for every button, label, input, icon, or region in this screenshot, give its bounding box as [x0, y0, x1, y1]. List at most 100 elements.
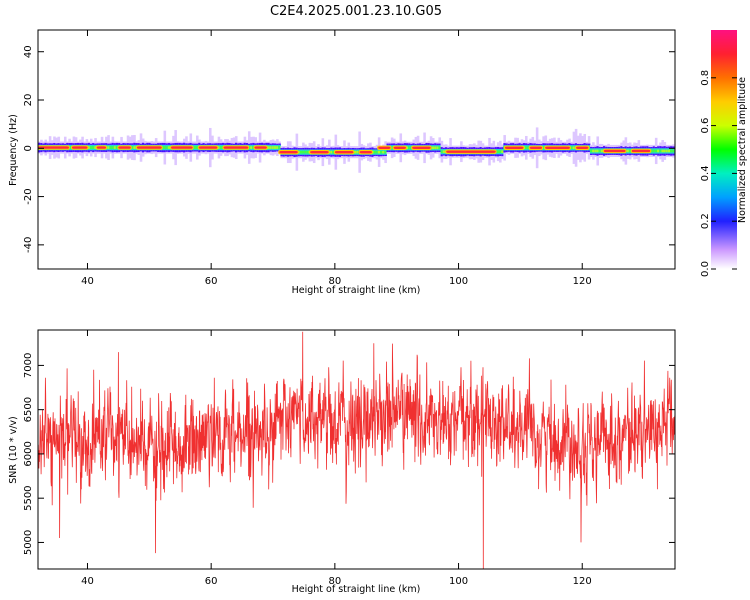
- colorbar-tick-label: 0.6: [700, 118, 711, 134]
- heatmap-peak: [310, 150, 329, 154]
- y-tick-label: 0: [23, 145, 34, 151]
- y-tick-label: -40: [23, 237, 34, 253]
- heatmap-cell-green: [384, 150, 387, 154]
- heatmap-peak: [412, 146, 431, 150]
- heatmap-cell-green: [596, 149, 600, 153]
- heatmap-cell-green: [440, 150, 444, 154]
- heatmap-cell-green: [667, 149, 671, 153]
- y-tick-label: 6000: [23, 441, 34, 466]
- heatmap-cell-green: [107, 146, 110, 149]
- heatmap-cell-green: [111, 146, 115, 149]
- heatmap-cell-green: [89, 146, 93, 149]
- heatmap-peak: [378, 146, 391, 150]
- heatmap-cell-green: [302, 150, 305, 154]
- heatmap-peak: [118, 146, 131, 149]
- heatmap-cell-green: [299, 150, 303, 154]
- heatmap-cell-green: [527, 146, 530, 150]
- heatmap-peak: [198, 146, 218, 149]
- heatmap-cell-green: [250, 146, 253, 149]
- heatmap-cell-green: [499, 150, 502, 154]
- snr-x-label: Height of straight line (km): [292, 584, 421, 595]
- heatmap-cell-green: [672, 149, 675, 153]
- snr-y-label: SNR (10 * v/v): [8, 416, 19, 484]
- spectrogram-panel: 40 60 80 100 120 -40 -20 0 20 40 Height of strai…: [8, 29, 676, 296]
- colorbar-tick-label: 0.4: [700, 165, 711, 181]
- heatmap-cell-green: [163, 146, 167, 149]
- heatmap-peak: [576, 146, 589, 150]
- heatmap-cell-green: [600, 149, 604, 153]
- heatmap-cell-green: [572, 146, 576, 150]
- heatmap-cell-green: [542, 146, 545, 150]
- y-tick-label: -20: [23, 188, 34, 204]
- heatmap-cell-green: [650, 149, 654, 153]
- heatmap-cell-green: [589, 149, 593, 153]
- heatmap-peak: [446, 150, 496, 153]
- x-tick-label: 80: [328, 276, 341, 287]
- heatmap-cell-green: [167, 146, 171, 149]
- heatmap-cell-green: [273, 146, 277, 149]
- heatmap-cell-green: [501, 150, 504, 154]
- heatmap-cell-green: [670, 149, 673, 153]
- heatmap-cell-green: [332, 150, 335, 154]
- heatmap-cell-green: [306, 150, 309, 154]
- colorbar-ticks: 0.0 0.2 0.4 0.6 0.8: [700, 70, 737, 277]
- x-tick-label: 40: [81, 576, 94, 587]
- heatmap-cell-green: [628, 149, 632, 153]
- heatmap-cell-green: [377, 150, 381, 154]
- heatmap-peak: [529, 146, 543, 150]
- heatmap-cell-green: [380, 150, 383, 154]
- heatmap-cell-green: [496, 150, 500, 154]
- x-tick-label: 120: [573, 276, 592, 287]
- heatmap-peak: [393, 146, 406, 150]
- colorbar-tick-label: 0.0: [700, 261, 711, 277]
- heatmap-cell-green: [269, 146, 273, 149]
- x-tick-label: 80: [328, 576, 341, 587]
- x-tick-label: 40: [81, 276, 94, 287]
- heatmap-peak: [170, 146, 193, 149]
- snr-x-axis: 40 60 80 100 120: [81, 330, 592, 587]
- heatmap-peak: [254, 146, 267, 149]
- heatmap-cell-green: [330, 150, 333, 154]
- heatmap-cell-green: [652, 149, 656, 153]
- heatmap-cell-green: [115, 146, 119, 149]
- heatmap-cell-green: [87, 146, 91, 149]
- snr-series-line: [38, 331, 675, 569]
- heatmap-cell-green: [408, 146, 411, 150]
- heatmap-peak: [136, 146, 162, 149]
- heatmap-cell-green: [659, 149, 662, 153]
- heatmap-cell-green: [390, 146, 394, 150]
- heatmap-peak: [334, 150, 354, 154]
- heatmap-cell-green: [431, 146, 435, 150]
- heatmap-peak: [545, 146, 570, 150]
- heatmap-cell-green: [113, 146, 117, 149]
- x-tick-label: 60: [205, 276, 218, 287]
- x-tick-label: 60: [205, 576, 218, 587]
- spectrogram-y-axis: -40 -20 0 20 40: [23, 45, 675, 253]
- heatmap-cell-green: [356, 150, 359, 154]
- heatmap-cell-green: [133, 146, 136, 149]
- snr-y-axis: 5000 5500 6000 6500 7000: [23, 353, 675, 555]
- heatmap-peak: [223, 146, 249, 149]
- snr-panel: 40 60 80 100 120 5000 5500 6000 6500 7000 Height…: [8, 329, 676, 595]
- heatmap-cell-green: [598, 149, 602, 153]
- y-tick-label: 20: [23, 94, 34, 107]
- heatmap-cell-green: [131, 146, 134, 149]
- spectrogram-heatmap: [38, 127, 675, 173]
- heatmap-cell-green: [438, 146, 442, 150]
- heatmap-peak: [279, 150, 298, 154]
- y-tick-label: 6500: [23, 397, 34, 422]
- heatmap-cell-green: [165, 146, 169, 149]
- heatmap-cell-green: [94, 146, 97, 149]
- x-tick-label: 120: [573, 576, 592, 587]
- heatmap-cell-green: [297, 150, 301, 154]
- heatmap-peak: [504, 146, 524, 150]
- y-tick-label: 7000: [23, 353, 34, 378]
- snr-frame: [37, 329, 676, 570]
- heatmap-cell-green: [661, 149, 664, 153]
- colorbar-tick-label: 0.8: [700, 70, 711, 86]
- spectrogram-x-label: Height of straight line (km): [292, 285, 421, 296]
- heatmap-cell-green: [654, 149, 658, 153]
- heatmap-cell-green: [665, 149, 669, 153]
- heatmap-cell-green: [271, 146, 275, 149]
